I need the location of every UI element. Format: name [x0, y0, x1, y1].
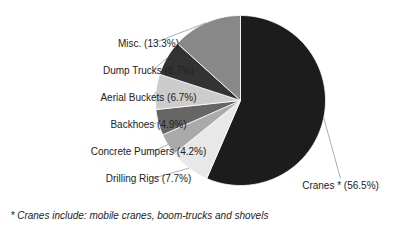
svg-text:Dump Trucks (6.7%): Dump Trucks (6.7%): [103, 65, 194, 76]
svg-text:* Cranes include: mobile crane: * Cranes include: mobile cranes, boom-tr…: [11, 210, 269, 221]
svg-text:Drilling Rigs (7.7%): Drilling Rigs (7.7%): [106, 173, 192, 184]
svg-text:Cranes * (56.5%): Cranes * (56.5%): [302, 180, 379, 191]
svg-text:Backhoes (4.9%): Backhoes (4.9%): [110, 119, 186, 130]
svg-text:Misc. (13.3%): Misc. (13.3%): [118, 38, 179, 49]
svg-text:Concrete Pumpers (4.2%): Concrete Pumpers (4.2%): [91, 146, 207, 157]
svg-text:Aerial Buckets (6.7%): Aerial Buckets (6.7%): [100, 92, 196, 103]
